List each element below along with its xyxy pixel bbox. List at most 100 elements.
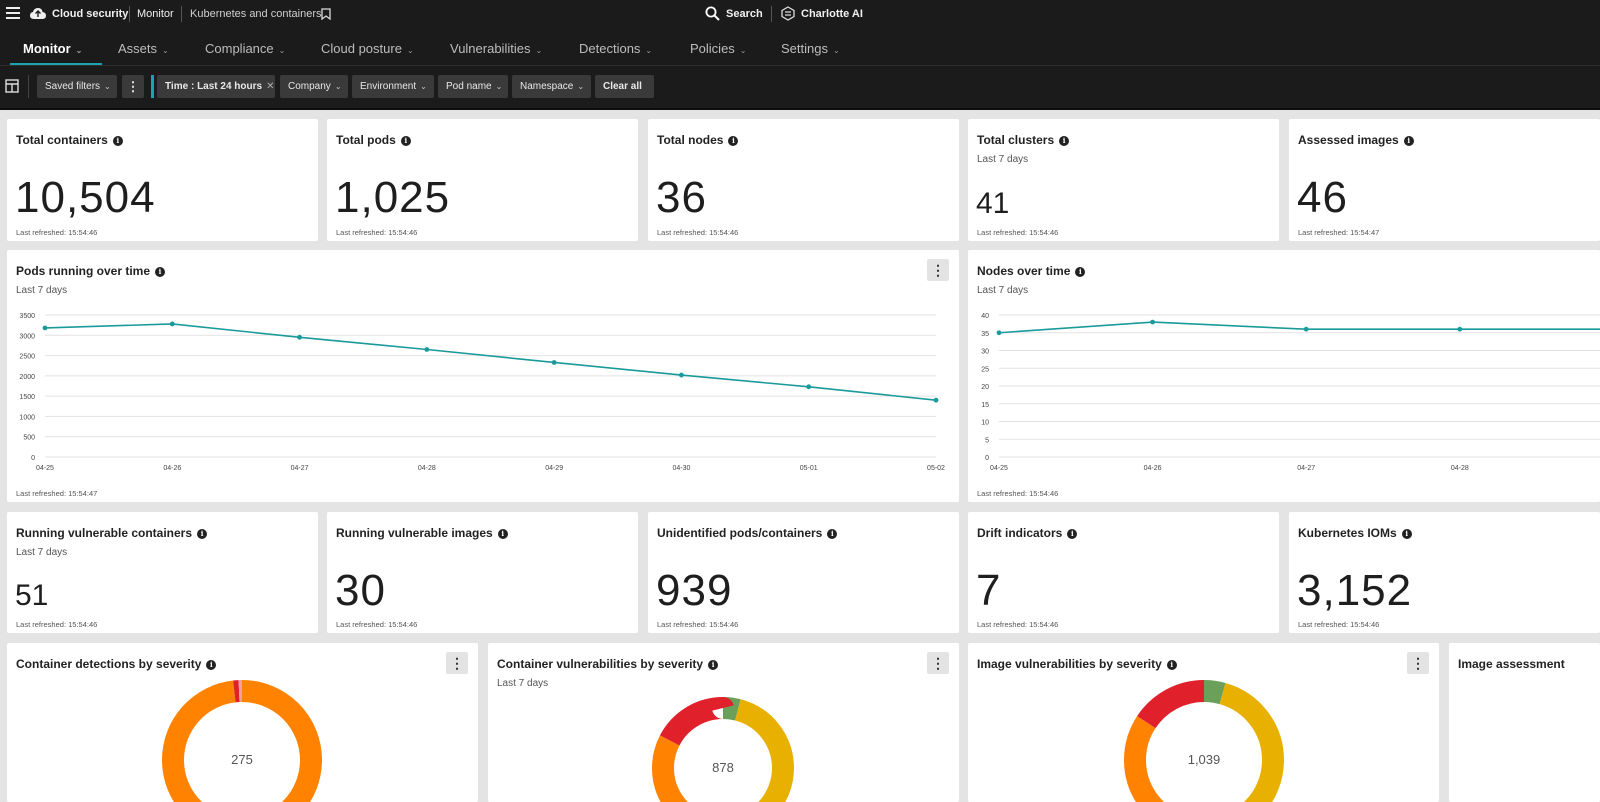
company-filter-dropdown[interactable]: Company ⌄ bbox=[280, 75, 348, 98]
data-point bbox=[679, 372, 684, 378]
x-tick-label: 05-02 bbox=[927, 465, 945, 472]
info-icon[interactable]: i bbox=[827, 529, 838, 539]
clear-all-button[interactable]: Clear all bbox=[595, 75, 654, 98]
search-icon[interactable] bbox=[705, 6, 720, 21]
info-icon[interactable]: i bbox=[1067, 529, 1078, 539]
image-vulnerabilities-donut: 1,039 bbox=[1124, 680, 1284, 802]
stat-value: 7 bbox=[976, 566, 1002, 615]
container-detections-card: Container detections by severity i ⋮ 275 bbox=[7, 643, 478, 802]
nodes-over-time-chart-card: Nodes over time i Last 7 days 0 5 10 15 20 25 3… bbox=[968, 250, 1600, 502]
charlotte-ai-button[interactable]: Charlotte AI bbox=[801, 8, 863, 20]
tab-assets[interactable]: Assets ⌄ bbox=[118, 41, 169, 56]
search-button[interactable]: Search bbox=[726, 8, 763, 20]
info-icon[interactable]: i bbox=[708, 660, 719, 670]
stat-value: 36 bbox=[656, 173, 707, 222]
more-options-icon[interactable]: ⋮ bbox=[122, 75, 144, 98]
layout-icon[interactable] bbox=[5, 79, 19, 93]
stat-value: 30 bbox=[335, 566, 386, 615]
card-title: Total clusters bbox=[977, 133, 1055, 147]
close-icon[interactable]: ✕ bbox=[266, 81, 275, 92]
stat-value: 41 bbox=[976, 187, 1010, 220]
namespace-filter-dropdown[interactable]: Namespace ⌄ bbox=[512, 75, 591, 98]
last-refreshed: Last refreshed: 15:54:46 bbox=[657, 620, 739, 629]
donut-slice bbox=[652, 697, 794, 802]
chart-options-button[interactable]: ⋮ bbox=[927, 652, 949, 674]
info-icon[interactable]: i bbox=[400, 136, 411, 146]
info-icon[interactable]: i bbox=[1403, 136, 1414, 146]
stat-value: 46 bbox=[1297, 173, 1348, 222]
tab-monitor[interactable]: Monitor ⌄ bbox=[23, 41, 83, 56]
tab-detections[interactable]: Detections ⌄ bbox=[579, 41, 653, 56]
stat-card-running-vulnerable-images: Running vulnerable images i 30 Last refre… bbox=[327, 512, 638, 633]
y-tick-label: 20 bbox=[981, 384, 989, 391]
info-icon[interactable]: i bbox=[112, 136, 123, 146]
menu-icon[interactable] bbox=[6, 7, 20, 19]
chart-options-button[interactable]: ⋮ bbox=[927, 259, 949, 281]
x-tick-label: 04-26 bbox=[163, 465, 181, 472]
container-detections-donut: 275 bbox=[162, 680, 322, 802]
card-title: Container vulnerabilities by severity bbox=[497, 657, 704, 671]
stat-card-kubernetes-ioms: Kubernetes IOMs i 3,152 Last refreshed: 1… bbox=[1289, 512, 1600, 633]
info-icon[interactable]: i bbox=[1401, 529, 1412, 539]
info-icon[interactable]: i bbox=[728, 136, 739, 146]
tab-vulnerabilities[interactable]: Vulnerabilities ⌄ bbox=[450, 41, 543, 56]
stat-card-drift-indicators: Drift indicators i 7 Last refreshed: 15:5… bbox=[968, 512, 1279, 633]
cloud-icon bbox=[30, 8, 46, 19]
last-refreshed: Last refreshed: 15:54:46 bbox=[16, 620, 98, 629]
image-vulnerabilities-card: Image vulnerabilities by severity i ⋮ 1,0… bbox=[968, 643, 1439, 802]
y-tick-label: 10 bbox=[981, 420, 989, 427]
y-tick-label: 500 bbox=[23, 435, 35, 442]
tab-settings[interactable]: Settings ⌄ bbox=[781, 41, 840, 56]
container-vulnerabilities-donut: 878 bbox=[652, 697, 794, 802]
info-icon[interactable]: i bbox=[1166, 660, 1177, 670]
donut-slice bbox=[652, 697, 794, 802]
data-point bbox=[424, 347, 430, 352]
y-tick-label: 2500 bbox=[19, 354, 35, 361]
info-icon[interactable]: i bbox=[206, 660, 217, 670]
info-icon[interactable]: i bbox=[197, 529, 208, 539]
breadcrumb-app[interactable]: Cloud security bbox=[52, 8, 129, 20]
tab-policies[interactable]: Policies ⌄ bbox=[690, 41, 747, 56]
time-filter-chip[interactable]: Time : Last 24 hours ✕ bbox=[157, 75, 275, 98]
last-refreshed: Last refreshed: 15:54:47 bbox=[1298, 228, 1380, 237]
donut-total: 878 bbox=[712, 760, 734, 775]
last-refreshed: Last refreshed: 15:54:46 bbox=[977, 620, 1059, 629]
tab-cloud-posture[interactable]: Cloud posture ⌄ bbox=[321, 41, 414, 56]
x-tick-label: 04-25 bbox=[36, 465, 54, 472]
tab-compliance[interactable]: Compliance ⌄ bbox=[205, 41, 286, 56]
donut-slice bbox=[652, 697, 794, 802]
series-line bbox=[44, 323, 937, 401]
data-point bbox=[1303, 326, 1309, 332]
card-title: Image assessment bbox=[1458, 657, 1565, 671]
x-tick-label: 04-28 bbox=[418, 465, 436, 472]
y-tick-label: 5 bbox=[985, 437, 989, 444]
info-icon[interactable]: i bbox=[155, 267, 166, 277]
donut-slice bbox=[1124, 680, 1284, 802]
x-tick-label: 04-29 bbox=[545, 465, 563, 472]
bookmark-icon[interactable] bbox=[321, 8, 331, 20]
info-icon[interactable]: i bbox=[497, 529, 508, 539]
y-tick-label: 3500 bbox=[19, 313, 35, 320]
breadcrumb-section[interactable]: Monitor bbox=[137, 8, 174, 20]
donut-total: 275 bbox=[231, 752, 253, 767]
x-tick-label: 04-26 bbox=[1144, 465, 1162, 472]
stat-value: 939 bbox=[656, 566, 733, 615]
environment-filter-dropdown[interactable]: Environment ⌄ bbox=[352, 75, 434, 98]
pod-name-filter-dropdown[interactable]: Pod name ⌄ bbox=[438, 75, 508, 98]
y-tick-label: 30 bbox=[981, 349, 989, 356]
card-title: Nodes over time bbox=[977, 264, 1071, 278]
chart-options-button[interactable]: ⋮ bbox=[1407, 652, 1429, 674]
card-title: Total pods bbox=[336, 133, 396, 147]
last-refreshed: Last refreshed: 15:54:46 bbox=[977, 489, 1059, 498]
card-title: Kubernetes IOMs bbox=[1298, 526, 1397, 540]
x-tick-label: 04-25 bbox=[990, 465, 1008, 472]
info-icon[interactable]: i bbox=[1059, 136, 1070, 146]
chart-options-button[interactable]: ⋮ bbox=[446, 652, 468, 674]
saved-filters-dropdown[interactable]: Saved filters ⌄ bbox=[37, 75, 117, 98]
donut-slice bbox=[1124, 680, 1284, 802]
stat-card-total-pods: Total pods i 1,025 Last refreshed: 15:54:… bbox=[327, 119, 638, 241]
charlotte-ai-icon bbox=[781, 6, 795, 21]
stat-value: 1,025 bbox=[335, 173, 451, 222]
info-icon[interactable]: i bbox=[1075, 267, 1086, 277]
